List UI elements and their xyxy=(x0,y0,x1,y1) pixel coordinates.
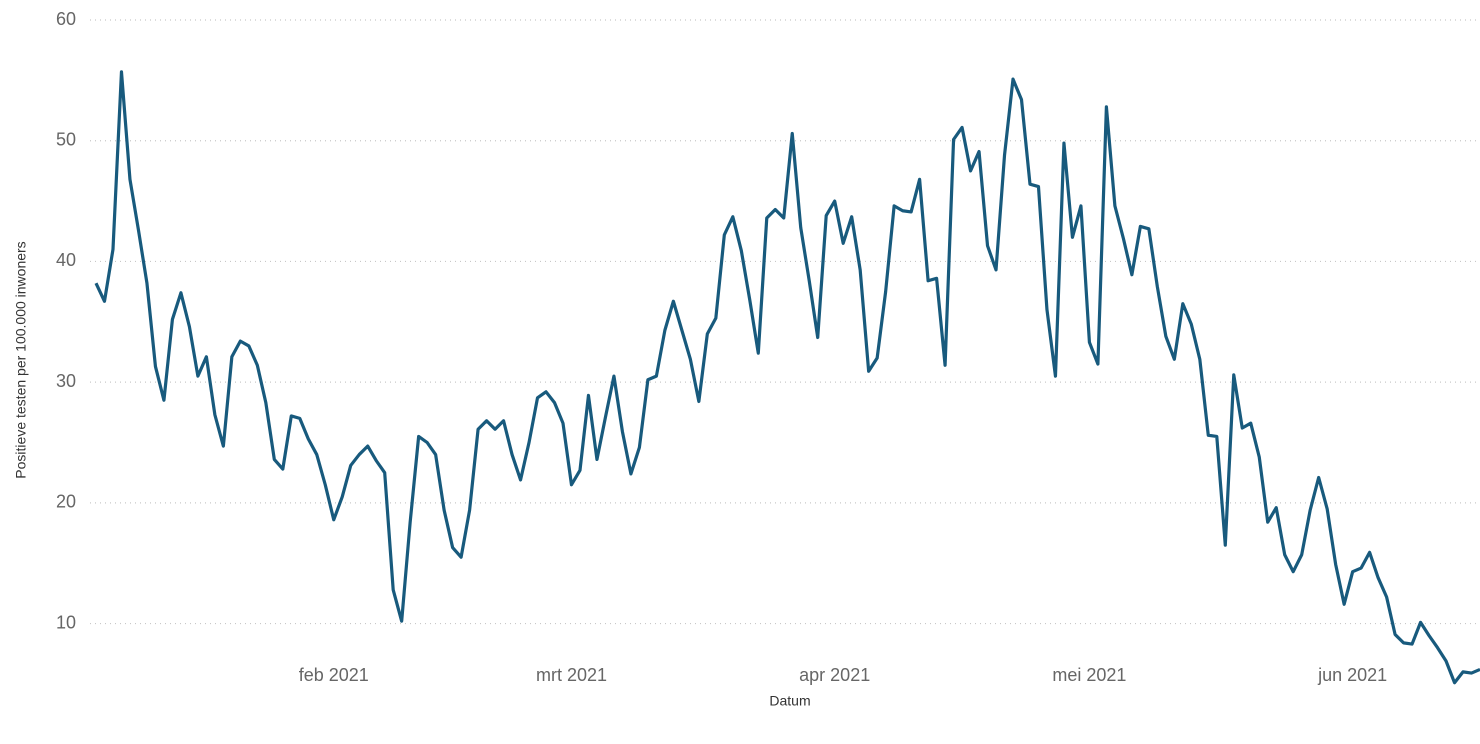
data-line xyxy=(94,70,1480,685)
y-tick-label: 30 xyxy=(56,371,76,391)
x-tick-label: feb 2021 xyxy=(299,665,369,685)
x-tick-label: mei 2021 xyxy=(1052,665,1126,685)
y-tick-label: 40 xyxy=(56,250,76,270)
x-tick-label: mrt 2021 xyxy=(536,665,607,685)
y-tick-label: 50 xyxy=(56,129,76,149)
x-tick-label: jun 2021 xyxy=(1317,665,1387,685)
x-tick-label: apr 2021 xyxy=(799,665,870,685)
y-tick-label: 10 xyxy=(56,612,76,632)
y-tick-label: 20 xyxy=(56,492,76,512)
x-axis-label: Datum xyxy=(769,693,810,709)
y-axis-label: Positieve testen per 100.000 inwoners xyxy=(13,241,29,478)
y-tick-label: 60 xyxy=(56,9,76,29)
